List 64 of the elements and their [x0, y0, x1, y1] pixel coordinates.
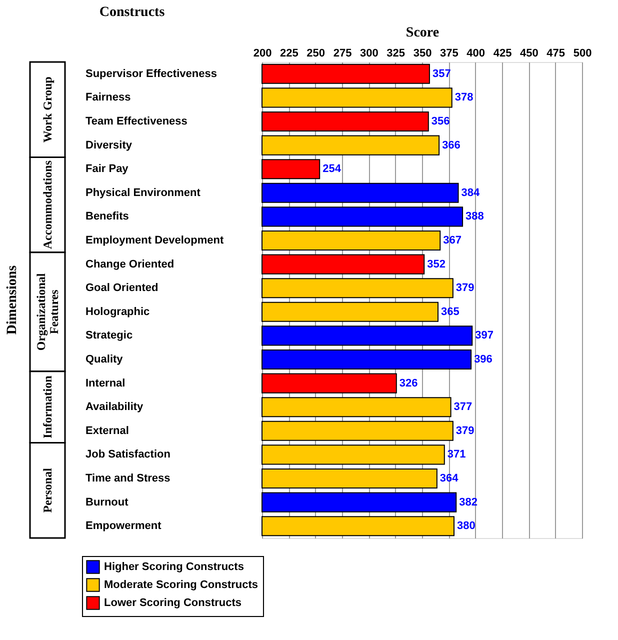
y-tick-label: External	[86, 424, 129, 437]
legend-label: Higher Scoring Constructs	[104, 561, 244, 573]
x-tick-label: 425	[493, 48, 512, 60]
text: Personal	[40, 467, 54, 513]
x-tick-label: 250	[306, 48, 326, 60]
x-tick-label: 200	[253, 48, 272, 60]
x-tick-label: 300	[360, 48, 378, 60]
y-tick-label: Holographic	[86, 306, 150, 318]
text: Work Group	[40, 76, 54, 143]
x-tick-label: 225	[280, 48, 298, 60]
data-label: 254	[322, 163, 342, 176]
data-label: 357	[432, 68, 451, 80]
text: Constructs	[99, 5, 166, 20]
y-tick-label: Internal	[86, 377, 126, 390]
text: Organizational Features	[34, 272, 61, 351]
x-tick-label: 450	[520, 48, 538, 60]
data-label: 326	[399, 377, 418, 390]
data-label: 379	[456, 424, 474, 437]
y-tick-label: Benefits	[86, 210, 129, 223]
data-label: 366	[442, 139, 460, 152]
data-label: 352	[427, 258, 446, 270]
y-tick-label: Fair Pay	[86, 163, 130, 176]
y-tick-label: Empowerment	[86, 520, 162, 532]
y-tick-label: Change Oriented	[86, 258, 174, 270]
y-tick-label: Diversity	[86, 139, 133, 152]
y-tick-label: Time and Stress	[86, 472, 170, 484]
legend-label: Lower Scoring Constructs	[104, 597, 242, 609]
data-label: 382	[459, 496, 478, 508]
data-label: 378	[454, 92, 474, 104]
data-label: 367	[443, 234, 462, 246]
data-label: 364	[440, 472, 460, 484]
y-tick-label: Goal Oriented	[86, 282, 158, 294]
data-label: 384	[461, 186, 480, 199]
data-label: 397	[475, 330, 494, 342]
y-tick-label: Team Effectiveness	[86, 116, 188, 128]
data-label: 380	[457, 520, 476, 532]
data-label: 356	[431, 116, 450, 128]
data-label: 377	[454, 401, 472, 414]
text: Accommodations	[40, 160, 54, 250]
y-tick-label: Burnout	[86, 496, 129, 508]
data-label: 396	[474, 354, 492, 366]
x-tick-label: 500	[573, 48, 592, 60]
data-label: 371	[447, 448, 466, 461]
y-tick-label: Supervisor Effectiveness	[86, 68, 217, 80]
y-tick-label: Job Satisfaction	[86, 448, 171, 461]
x-tick-label: 350	[413, 48, 432, 60]
y-tick-label: Fairness	[86, 92, 131, 104]
y-axis-title: Dimensions	[5, 264, 20, 335]
text: Information	[40, 375, 54, 438]
data-label: 365	[441, 306, 460, 318]
data-label: 388	[466, 210, 484, 223]
y-tick-label: Availability	[86, 401, 144, 414]
data-label: 379	[456, 282, 474, 294]
x-tick-label: 325	[386, 48, 406, 60]
x-tick-label: 475	[546, 48, 566, 60]
x-tick-label: 275	[333, 48, 352, 60]
y-tick-label: Physical Environment	[86, 186, 201, 199]
legend-label: Moderate Scoring Constructs	[104, 579, 258, 591]
x-axis-title: Score	[406, 26, 440, 40]
y-tick-label: Quality	[86, 354, 124, 366]
x-tick-label: 375	[440, 48, 458, 60]
y-tick-label: Employment Development	[86, 234, 224, 246]
y-tick-label: Strategic	[86, 330, 133, 342]
x-tick-label: 400	[466, 48, 486, 60]
